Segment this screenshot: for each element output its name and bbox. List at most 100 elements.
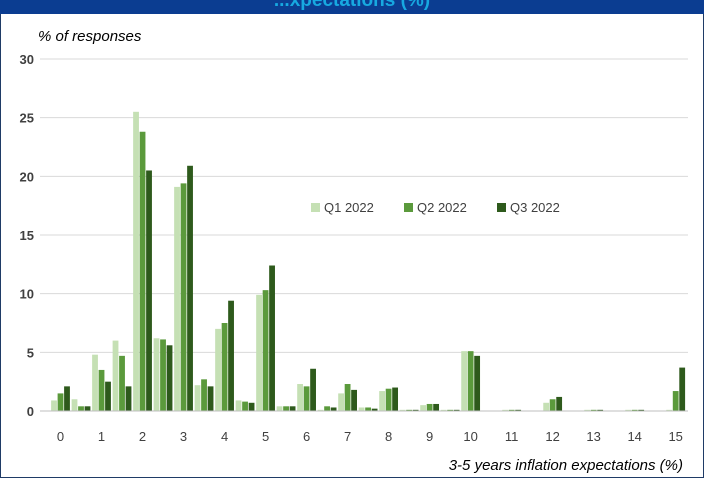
bar xyxy=(187,165,193,411)
bar xyxy=(139,131,146,411)
x-tick-label: 2 xyxy=(139,429,146,444)
bar xyxy=(310,368,316,411)
bar xyxy=(289,406,296,411)
x-tick-label: 1 xyxy=(98,429,105,444)
bar xyxy=(133,111,139,412)
bar xyxy=(317,409,324,411)
x-tick-label: 0 xyxy=(57,429,64,444)
y-tick-labels: 0 5 10 15 20 25 30 xyxy=(20,52,34,419)
legend-swatch xyxy=(497,203,506,212)
bar xyxy=(262,290,269,411)
bar xyxy=(153,338,160,411)
bar xyxy=(420,405,427,411)
bar xyxy=(105,381,111,411)
bars xyxy=(51,111,686,412)
bar xyxy=(392,387,399,411)
bar xyxy=(248,402,255,411)
bar xyxy=(543,402,550,411)
bar xyxy=(228,300,234,411)
title-bar: ...xpectations (%) xyxy=(0,0,704,14)
bar xyxy=(221,323,228,411)
bar xyxy=(235,400,242,411)
legend: Q1 2022 Q2 2022 Q3 2022 xyxy=(311,200,560,215)
bar xyxy=(365,407,372,411)
bar xyxy=(679,367,686,411)
bar xyxy=(426,403,433,411)
bar xyxy=(625,409,632,411)
bar xyxy=(174,186,180,411)
y-tick-label: 10 xyxy=(20,287,34,302)
x-tick-label: 5 xyxy=(262,429,269,444)
bar xyxy=(406,409,413,411)
legend-entry: Q1 2022 xyxy=(324,200,374,215)
bar xyxy=(631,409,638,411)
bar xyxy=(502,409,509,411)
x-tick-label: 7 xyxy=(344,429,351,444)
bar xyxy=(166,345,173,411)
bar xyxy=(269,265,275,411)
bar xyxy=(672,391,679,411)
bar xyxy=(180,183,187,411)
x-tick-label: 11 xyxy=(505,429,519,444)
bar xyxy=(515,409,522,411)
bar xyxy=(330,407,337,411)
bar xyxy=(549,399,556,411)
bar xyxy=(57,393,64,411)
bar xyxy=(412,409,419,411)
bar xyxy=(666,409,673,411)
bar xyxy=(474,355,481,411)
bar xyxy=(385,388,392,411)
x-axis-label: 3-5 years inflation expectations (%) xyxy=(449,457,683,474)
bar xyxy=(51,400,57,411)
y-tick-label: 15 xyxy=(20,228,34,243)
bar xyxy=(590,409,597,411)
bar xyxy=(276,406,283,411)
bar xyxy=(297,384,303,411)
bar xyxy=(556,396,563,411)
bar xyxy=(98,369,105,411)
bar xyxy=(584,409,591,411)
bar xyxy=(160,339,166,411)
bar xyxy=(194,385,201,411)
chart-title: ...xpectations (%) xyxy=(273,0,431,11)
bar xyxy=(215,328,221,411)
x-tick-label: 15 xyxy=(668,429,682,444)
y-tick-label: 0 xyxy=(27,404,34,419)
x-tick-label: 4 xyxy=(221,429,228,444)
bar xyxy=(399,409,406,411)
x-tick-label: 9 xyxy=(426,429,433,444)
bar xyxy=(467,351,474,411)
legend-entry: Q2 2022 xyxy=(417,200,467,215)
y-tick-label: 5 xyxy=(27,345,34,360)
bar xyxy=(338,393,344,411)
bar xyxy=(453,409,460,411)
bar xyxy=(256,294,262,411)
bar xyxy=(119,355,125,411)
bar xyxy=(92,354,98,411)
bar xyxy=(447,409,454,411)
bar xyxy=(358,407,365,411)
bar xyxy=(508,409,515,411)
bar xyxy=(344,384,351,411)
bar xyxy=(324,406,330,411)
x-tick-label: 8 xyxy=(385,429,392,444)
bar xyxy=(207,386,214,411)
bar xyxy=(146,170,152,411)
x-tick-label: 12 xyxy=(545,429,559,444)
bar xyxy=(371,408,378,411)
bar xyxy=(112,340,119,411)
bar xyxy=(84,406,91,411)
bar xyxy=(125,386,132,411)
bar xyxy=(461,351,468,411)
bar xyxy=(201,379,207,411)
bar xyxy=(64,386,70,411)
y-tick-label: 25 xyxy=(20,111,34,126)
y-tick-label: 30 xyxy=(20,52,34,67)
x-tick-labels: 0 1 2 3 4 5 6 7 8 9 10 11 12 13 14 15 xyxy=(57,429,683,444)
bar xyxy=(71,399,78,411)
bar xyxy=(303,386,310,411)
x-tick-label: 6 xyxy=(303,429,310,444)
bar xyxy=(283,406,289,411)
bar xyxy=(433,403,440,411)
